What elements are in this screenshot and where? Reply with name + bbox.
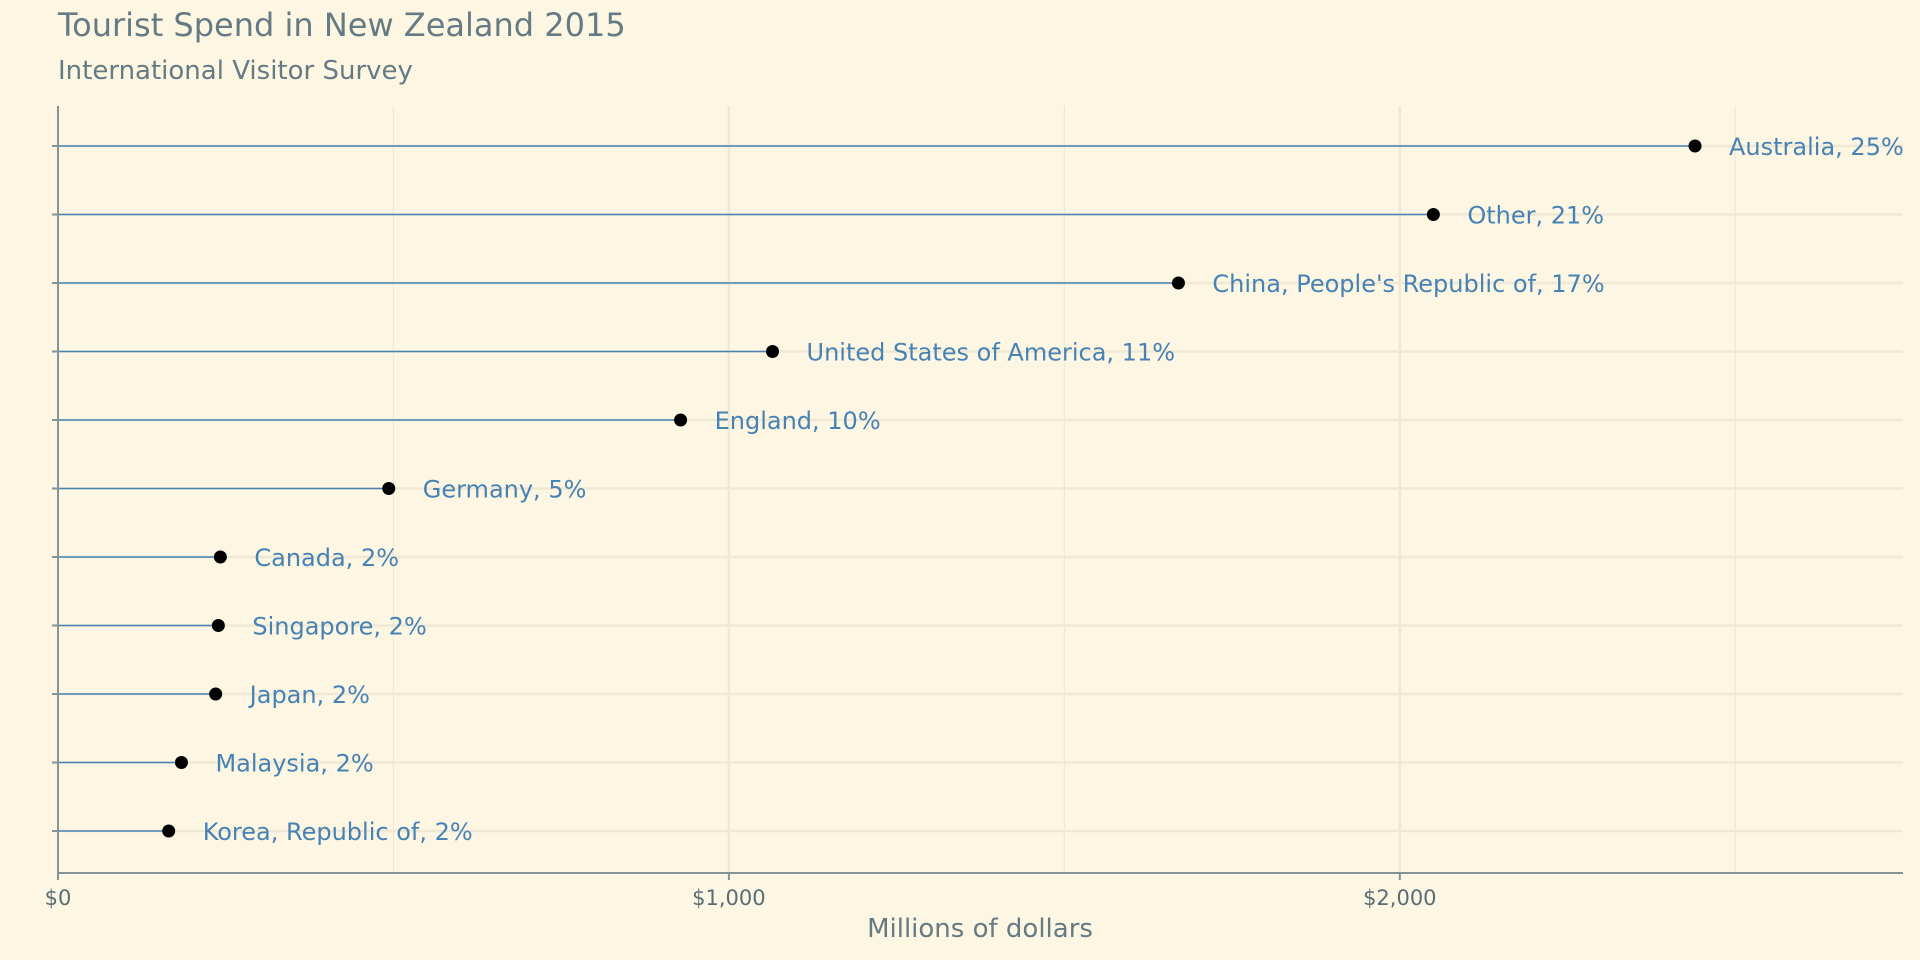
x-axis-title: Millions of dollars — [867, 914, 1093, 944]
data-point — [174, 756, 188, 769]
point-label: Singapore, 2% — [252, 613, 426, 641]
data-point — [382, 482, 396, 495]
data-point — [674, 413, 688, 427]
stems — [58, 145, 1696, 832]
data-point — [1171, 276, 1185, 290]
data-point — [1688, 139, 1702, 153]
point-label: Korea, Republic of, 2% — [203, 818, 473, 846]
data-point — [766, 345, 780, 358]
point-label: China, People's Republic of, 17% — [1212, 270, 1604, 298]
axes — [52, 106, 1903, 880]
x-tick-label: $1,000 — [692, 886, 765, 910]
point-label: Other, 21% — [1467, 202, 1604, 230]
point-label: Canada, 2% — [254, 544, 399, 572]
point-label: England, 10% — [715, 407, 881, 435]
data-point — [209, 687, 223, 701]
point-label: Australia, 25% — [1729, 133, 1904, 161]
x-tick-label: $0 — [45, 886, 72, 910]
point-label: Malaysia, 2% — [215, 750, 373, 778]
x-tick-labels: $0 $1,000 $2,000 — [45, 886, 1437, 910]
data-point — [162, 824, 176, 838]
chart-title: Tourist Spend in New Zealand 2015 — [58, 6, 626, 44]
point-label: Japan, 2% — [248, 681, 370, 709]
x-tick-label: $2,000 — [1363, 886, 1436, 910]
chart-subtitle: International Visitor Survey — [58, 56, 413, 86]
point-label: United States of America, 11% — [807, 339, 1176, 367]
point-label: Germany, 5% — [423, 476, 587, 504]
data-point — [213, 550, 227, 564]
data-point — [211, 619, 225, 632]
data-point — [1426, 208, 1440, 221]
point-labels: Australia, 25% Other, 21% China, People's … — [203, 133, 1904, 846]
points — [162, 139, 1702, 838]
